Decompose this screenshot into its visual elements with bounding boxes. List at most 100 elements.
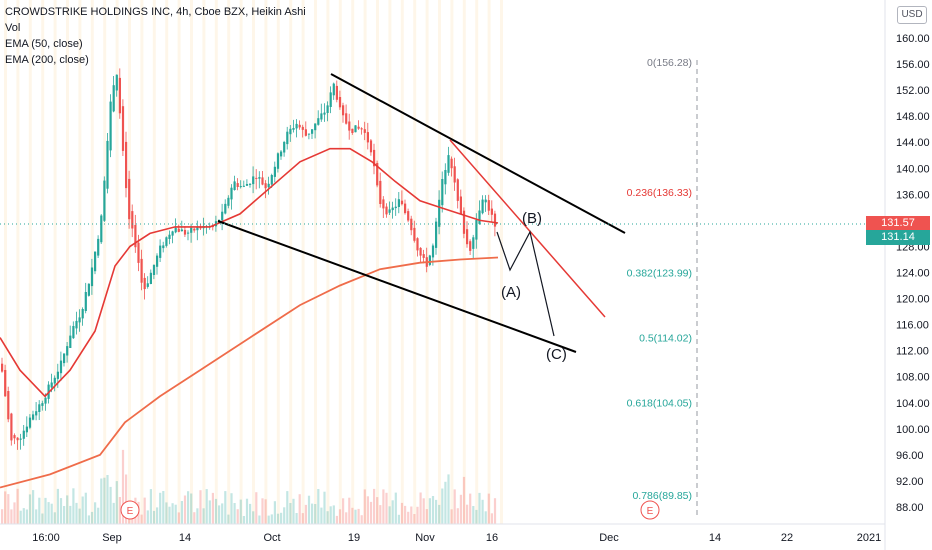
volume-bar bbox=[342, 498, 345, 524]
volume-bar bbox=[298, 494, 301, 524]
candle-body bbox=[326, 105, 329, 113]
candle-body bbox=[128, 178, 131, 220]
event-marker-1: E bbox=[120, 500, 140, 520]
candle-body bbox=[10, 413, 13, 441]
volume-bar bbox=[72, 488, 75, 524]
candle-body bbox=[270, 175, 273, 185]
session-band bbox=[289, 0, 293, 524]
volume-bar bbox=[490, 513, 493, 524]
volume-bar bbox=[255, 492, 258, 524]
volume-bar bbox=[218, 505, 221, 524]
candle-body bbox=[63, 353, 66, 364]
candle-body bbox=[50, 382, 53, 388]
volume-bar bbox=[221, 503, 224, 524]
volume-bar bbox=[441, 488, 444, 524]
candle-body bbox=[360, 128, 363, 130]
volume-bar bbox=[462, 476, 466, 524]
volume-bar bbox=[171, 503, 174, 524]
volume-bar bbox=[466, 504, 469, 524]
candle-body bbox=[44, 397, 47, 404]
session-band bbox=[351, 0, 355, 524]
session-band bbox=[252, 0, 255, 524]
volume-bar bbox=[121, 449, 125, 524]
candle-body bbox=[28, 417, 32, 428]
time-tick-label: 2021 bbox=[857, 532, 881, 544]
candle-body bbox=[66, 346, 69, 356]
volume-bar bbox=[484, 511, 487, 524]
candle-body bbox=[118, 77, 121, 114]
volume-bar bbox=[450, 509, 453, 524]
volume-bar bbox=[140, 514, 143, 524]
candle-body bbox=[397, 199, 400, 207]
currency-button[interactable]: USD bbox=[897, 6, 927, 24]
candle-body bbox=[22, 430, 25, 439]
volume-bar bbox=[44, 497, 47, 524]
candle-body bbox=[292, 128, 295, 130]
volume-bar bbox=[388, 506, 391, 524]
volume-bar bbox=[106, 475, 109, 524]
candle-body bbox=[338, 97, 342, 108]
candle-body bbox=[168, 234, 171, 239]
candle-body bbox=[490, 208, 493, 215]
candle-body bbox=[236, 183, 239, 187]
volume-bar bbox=[100, 478, 103, 524]
session-band bbox=[276, 0, 280, 524]
volume-bar bbox=[357, 508, 360, 524]
candle-body bbox=[35, 411, 38, 416]
candle-body bbox=[295, 123, 298, 129]
volume-bar bbox=[410, 506, 413, 524]
volume-bar bbox=[273, 501, 276, 524]
candle-body bbox=[199, 227, 202, 229]
legend-ema200[interactable]: EMA (200, close) bbox=[5, 54, 89, 66]
candle-body bbox=[97, 238, 100, 256]
volume-bar bbox=[416, 506, 419, 524]
volume-bar bbox=[481, 499, 484, 524]
candle-body bbox=[242, 185, 245, 187]
symbol-title: CROWDSTRIKE HOLDINGS INC, 4h, Cboe BZX, … bbox=[5, 6, 306, 18]
volume-bar bbox=[261, 498, 264, 524]
candle-body bbox=[280, 151, 283, 157]
volume-bar bbox=[75, 502, 78, 524]
svg-text:E: E bbox=[647, 506, 654, 517]
candle-body bbox=[165, 237, 168, 246]
candle-body bbox=[373, 149, 376, 167]
legend-vol[interactable]: Vol bbox=[5, 22, 21, 34]
volume-bar bbox=[87, 515, 90, 524]
legend-ema50[interactable]: EMA (50, close) bbox=[5, 38, 83, 50]
volume-bar bbox=[56, 488, 59, 524]
session-band bbox=[177, 0, 181, 524]
volume-bar bbox=[326, 511, 329, 524]
candle-body bbox=[115, 74, 118, 91]
price-tick-label: 92.00 bbox=[896, 476, 924, 488]
volume-bar bbox=[224, 491, 227, 524]
volume-bar bbox=[205, 489, 208, 524]
session-band bbox=[103, 0, 107, 524]
candle-body bbox=[106, 140, 109, 189]
candle-body bbox=[100, 215, 103, 243]
volume-bar bbox=[335, 515, 338, 524]
candle-body bbox=[366, 132, 369, 143]
candle-body bbox=[301, 126, 304, 130]
candle-body bbox=[400, 200, 404, 205]
candle-body bbox=[7, 391, 10, 420]
candle-body bbox=[267, 183, 270, 188]
volume-bar bbox=[249, 503, 252, 524]
volume-bar bbox=[22, 508, 25, 524]
candle-body bbox=[53, 377, 56, 384]
candle-body bbox=[369, 140, 373, 153]
svg-text:E: E bbox=[127, 506, 134, 517]
volume-bar bbox=[183, 495, 187, 524]
candle-body bbox=[385, 206, 388, 215]
candle-body bbox=[286, 131, 289, 145]
price-tick-label: 124.00 bbox=[896, 268, 930, 280]
candle-body bbox=[283, 142, 286, 153]
fibonacci-levels: 0(156.28) 0.236(136.33) 0.382(123.99) 0.5(1… bbox=[627, 57, 692, 502]
volume-bar bbox=[376, 497, 379, 524]
session-band bbox=[376, 0, 379, 524]
volume-bar bbox=[493, 498, 497, 524]
candle-body bbox=[329, 92, 332, 107]
price-tick-label: 140.00 bbox=[896, 163, 930, 175]
time-tick-label: Nov bbox=[415, 532, 435, 544]
candle-body bbox=[273, 166, 276, 177]
